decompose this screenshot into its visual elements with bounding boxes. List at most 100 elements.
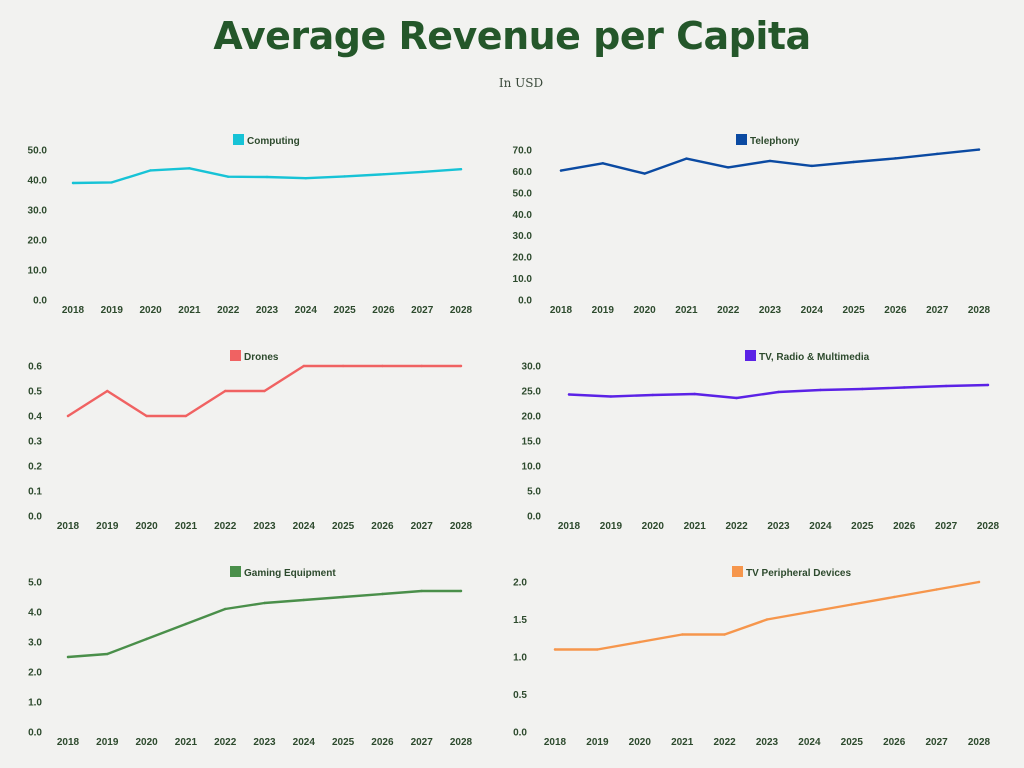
x-tick-label: 2021 — [684, 521, 707, 532]
data-point — [302, 364, 305, 368]
data-point — [459, 364, 463, 368]
y-tick-label: 30.0 — [522, 362, 542, 373]
x-tick-label: 2025 — [851, 521, 874, 532]
data-point — [145, 637, 148, 641]
x-tick-label: 2026 — [371, 521, 394, 532]
y-tick-label: 10.0 — [513, 274, 533, 285]
x-tick-label: 2028 — [450, 737, 473, 748]
data-point — [559, 169, 563, 172]
legend-label: TV, Radio & Multimedia — [759, 352, 870, 363]
data-point — [263, 601, 266, 605]
x-tick-label: 2018 — [544, 737, 567, 748]
legend: TV Peripheral Devices — [732, 566, 851, 579]
data-point — [106, 652, 109, 656]
y-tick-label: 60.0 — [513, 167, 533, 178]
x-tick-label: 2019 — [101, 305, 124, 316]
data-point — [459, 589, 463, 593]
x-tick-label: 2026 — [893, 521, 916, 532]
data-point — [567, 393, 571, 396]
data-point — [723, 633, 726, 636]
data-point — [768, 159, 772, 163]
y-tick-label: 0.0 — [33, 296, 47, 307]
x-tick-label: 2018 — [550, 305, 573, 316]
data-point — [304, 177, 307, 180]
x-tick-label: 2018 — [57, 737, 80, 748]
y-tick-label: 10.0 — [522, 462, 542, 473]
data-point — [681, 633, 684, 636]
y-tick-label: 30.0 — [28, 206, 48, 217]
x-tick-label: 2019 — [592, 305, 615, 316]
y-tick-label: 0.1 — [28, 487, 42, 498]
x-tick-label: 2024 — [801, 305, 824, 316]
y-tick-label: 10.0 — [28, 266, 48, 277]
legend-label: TV Peripheral Devices — [746, 568, 851, 579]
y-tick-label: 1.0 — [28, 698, 42, 709]
y-tick-label: 50.0 — [513, 188, 533, 199]
x-tick-label: 2018 — [558, 521, 581, 532]
x-tick-label: 2021 — [175, 521, 198, 532]
data-point — [810, 164, 813, 168]
page-subtitle: In USD — [498, 76, 544, 90]
data-point — [184, 414, 188, 418]
chart-panel: 0.0 5.0 10.0 15.0 20.0 25.0 30.0 2018 2019 2020 20… — [522, 350, 1000, 532]
data-point — [341, 364, 345, 368]
y-tick-label: 50.0 — [28, 146, 48, 157]
y-tick-label: 0.0 — [518, 296, 532, 307]
x-tick-label: 2018 — [62, 305, 85, 316]
y-tick-label: 20.0 — [522, 412, 542, 423]
x-tick-label: 2023 — [256, 305, 279, 316]
legend: Telephony — [736, 134, 800, 147]
x-tick-label: 2024 — [809, 521, 832, 532]
data-point — [685, 157, 688, 160]
x-tick-label: 2020 — [629, 737, 652, 748]
x-tick-label: 2022 — [713, 737, 736, 748]
chart-panel: 0.0 0.1 0.2 0.3 0.4 0.5 0.6 2018 2019 2020 2021 202… — [28, 350, 473, 532]
x-tick-label: 2020 — [135, 737, 158, 748]
y-tick-label: 70.0 — [513, 146, 533, 157]
x-tick-label: 2021 — [175, 737, 198, 748]
x-tick-label: 2028 — [968, 737, 991, 748]
data-point — [986, 383, 990, 387]
x-tick-label: 2021 — [675, 305, 698, 316]
data-point — [145, 414, 148, 418]
chart-panel: 0.0 0.5 1.0 1.5 2.0 2018 2019 2020 2021 2022 2023 2… — [513, 566, 991, 748]
y-tick-label: 1.5 — [513, 615, 527, 626]
y-tick-label: 0.4 — [28, 412, 42, 423]
x-tick-label: 2019 — [96, 737, 119, 748]
data-point — [421, 170, 424, 174]
legend-swatch — [736, 134, 747, 145]
data-point — [71, 181, 75, 185]
data-point — [893, 595, 896, 599]
x-tick-label: 2023 — [756, 737, 779, 748]
y-tick-label: 0.0 — [28, 728, 42, 739]
y-tick-label: 0.3 — [28, 437, 42, 448]
chart-panel: 0.0 10.0 20.0 30.0 40.0 50.0 60.0 70.0 2018 2019 2… — [513, 134, 991, 316]
data-point — [861, 387, 864, 391]
x-tick-label: 2020 — [135, 521, 158, 532]
x-tick-label: 2020 — [633, 305, 656, 316]
legend-swatch — [230, 350, 241, 361]
data-point — [188, 167, 191, 170]
data-point — [553, 648, 557, 651]
x-tick-label: 2027 — [411, 305, 434, 316]
data-point — [638, 640, 641, 644]
y-tick-label: 2.0 — [28, 668, 42, 679]
x-tick-label: 2027 — [935, 521, 958, 532]
x-tick-label: 2025 — [332, 521, 355, 532]
data-point — [819, 388, 822, 392]
x-tick-label: 2025 — [841, 737, 864, 748]
x-tick-label: 2023 — [767, 521, 790, 532]
data-point — [903, 386, 906, 389]
data-point — [420, 589, 423, 593]
data-point — [381, 364, 384, 368]
legend: Gaming Equipment — [230, 566, 336, 579]
data-point — [110, 181, 114, 184]
x-tick-label: 2024 — [798, 737, 821, 748]
x-tick-label: 2024 — [295, 305, 318, 316]
data-point — [777, 390, 780, 394]
x-tick-label: 2028 — [977, 521, 1000, 532]
data-point — [224, 389, 227, 393]
y-tick-label: 25.0 — [522, 387, 542, 398]
data-point — [693, 392, 696, 396]
